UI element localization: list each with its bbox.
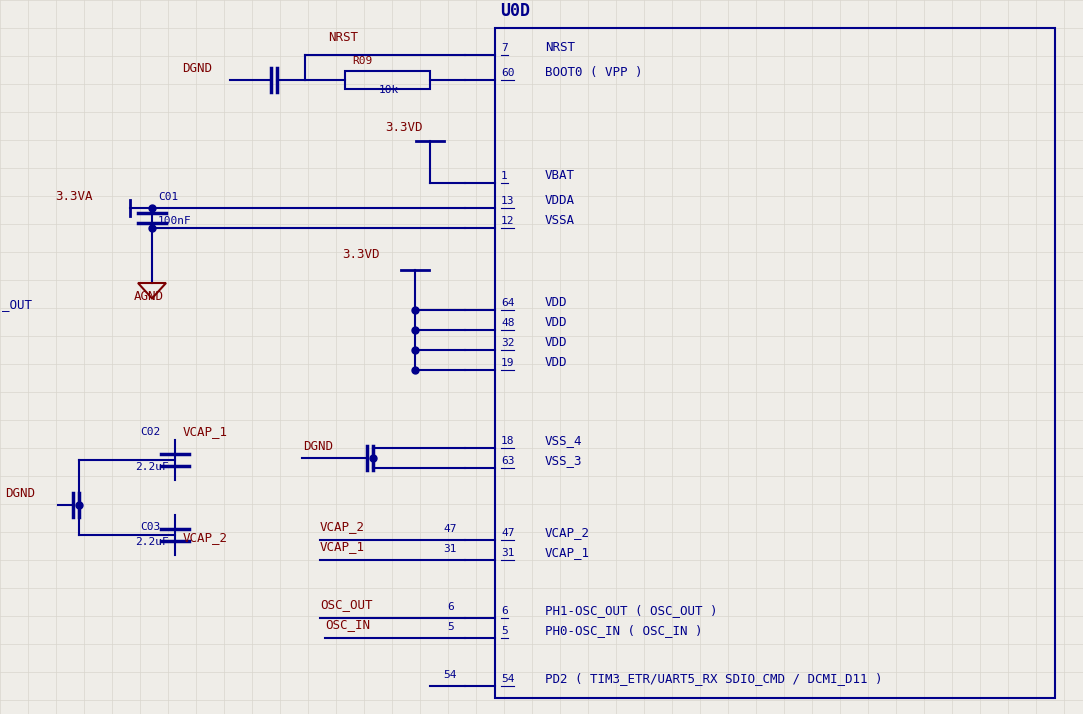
Text: U0D: U0D (500, 2, 530, 20)
Text: VSS_3: VSS_3 (545, 454, 583, 467)
Text: BOOT0 ( VPP ): BOOT0 ( VPP ) (545, 66, 642, 79)
Text: 64: 64 (501, 298, 514, 308)
Text: C03: C03 (140, 522, 160, 532)
Text: 6: 6 (447, 602, 454, 612)
Text: 3.3VA: 3.3VA (55, 190, 92, 203)
Text: VDD: VDD (545, 296, 567, 309)
Text: 31: 31 (443, 544, 457, 554)
Text: OSC_OUT: OSC_OUT (319, 598, 373, 611)
Text: VDD: VDD (545, 316, 567, 329)
Text: VCAP_2: VCAP_2 (319, 520, 365, 533)
Text: VBAT: VBAT (545, 169, 575, 182)
Text: 100nF: 100nF (158, 216, 192, 226)
Text: 2.2uF: 2.2uF (135, 537, 169, 547)
Text: VCAP_2: VCAP_2 (545, 526, 590, 539)
Text: VDD: VDD (545, 356, 567, 369)
Text: 2.2uF: 2.2uF (135, 462, 169, 472)
Text: 48: 48 (501, 318, 514, 328)
Text: 47: 47 (443, 524, 457, 534)
Text: PH0-OSC_IN ( OSC_IN ): PH0-OSC_IN ( OSC_IN ) (545, 624, 703, 637)
Text: 19: 19 (501, 358, 514, 368)
Text: VCAP_2: VCAP_2 (183, 531, 229, 544)
Text: DGND: DGND (182, 62, 212, 75)
Text: 31: 31 (501, 548, 514, 558)
Text: 54: 54 (501, 674, 514, 684)
Text: 5: 5 (447, 622, 454, 632)
Text: OSC_IN: OSC_IN (325, 618, 370, 631)
Text: VSSA: VSSA (545, 214, 575, 227)
Text: DGND: DGND (303, 440, 332, 453)
Text: 1: 1 (501, 171, 508, 181)
Text: 32: 32 (501, 338, 514, 348)
Text: 3.3VD: 3.3VD (384, 121, 422, 134)
Text: DGND: DGND (5, 487, 35, 500)
Text: NRST: NRST (545, 41, 575, 54)
Text: 12: 12 (501, 216, 514, 226)
Text: VSS_4: VSS_4 (545, 434, 583, 447)
Text: 18: 18 (501, 436, 514, 446)
Text: 63: 63 (501, 456, 514, 466)
Text: C01: C01 (158, 192, 179, 202)
Text: VCAP_1: VCAP_1 (183, 425, 229, 438)
Bar (495, 28, 1055, 698)
Text: VDDA: VDDA (545, 194, 575, 207)
Text: VCAP_1: VCAP_1 (319, 540, 365, 553)
Text: 6: 6 (501, 606, 508, 616)
Text: 60: 60 (501, 68, 514, 78)
Text: NRST: NRST (328, 31, 358, 44)
Text: PH1-OSC_OUT ( OSC_OUT ): PH1-OSC_OUT ( OSC_OUT ) (545, 604, 718, 617)
Text: R09: R09 (352, 56, 373, 66)
Text: PD2 ( TIM3_ETR/UART5_RX SDIO_CMD / DCMI_D11 ): PD2 ( TIM3_ETR/UART5_RX SDIO_CMD / DCMI_… (545, 672, 883, 685)
Text: 54: 54 (443, 670, 457, 680)
Text: 47: 47 (501, 528, 514, 538)
Text: VDD: VDD (545, 336, 567, 349)
Text: AGND: AGND (134, 290, 164, 303)
Text: 7: 7 (501, 43, 508, 53)
Text: C02: C02 (140, 427, 160, 437)
Text: _OUT: _OUT (2, 298, 32, 311)
Bar (345, 71, 430, 89)
Text: 5: 5 (501, 626, 508, 636)
Text: 10k: 10k (379, 85, 400, 95)
Text: 3.3VD: 3.3VD (342, 248, 379, 261)
Text: 13: 13 (501, 196, 514, 206)
Text: VCAP_1: VCAP_1 (545, 546, 590, 559)
